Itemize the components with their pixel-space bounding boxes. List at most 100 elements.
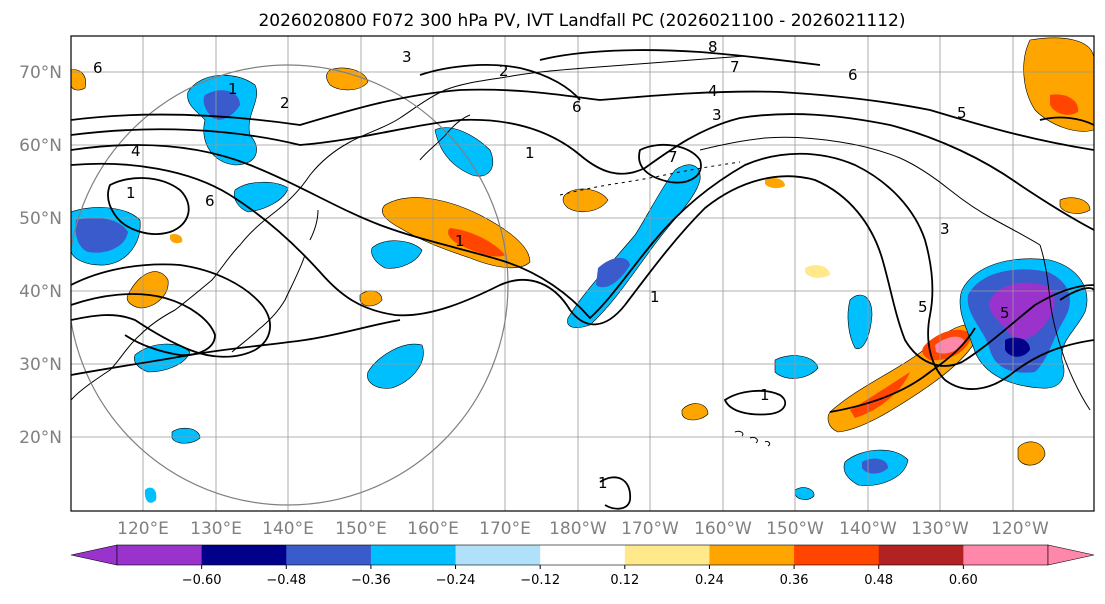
japan-coast bbox=[231, 209, 319, 353]
contour-label: 5 bbox=[957, 104, 967, 122]
pv-contour bbox=[71, 144, 1094, 390]
colorbar-bin bbox=[963, 545, 1049, 565]
lon-label: 140°E bbox=[262, 519, 314, 539]
pv-contour bbox=[71, 319, 401, 376]
lon-label: 160°E bbox=[407, 519, 459, 539]
pv-contour bbox=[71, 293, 216, 356]
contour-label: 1 bbox=[455, 232, 465, 250]
lon-label: 120°E bbox=[117, 519, 169, 539]
colorbar-bin bbox=[540, 545, 626, 565]
negative-anomaly bbox=[794, 487, 815, 500]
negative-anomaly bbox=[133, 343, 191, 373]
pv-contour bbox=[107, 177, 190, 235]
lat-label: 60°N bbox=[19, 136, 62, 156]
colorbar-tick-label: −0.60 bbox=[182, 573, 222, 588]
pv-contour bbox=[829, 327, 976, 413]
pv-contour bbox=[71, 263, 271, 358]
pv-contour bbox=[723, 389, 787, 416]
positive-anomaly bbox=[935, 336, 965, 354]
hawaii-islands bbox=[734, 430, 771, 447]
contour-label: 4 bbox=[708, 82, 718, 100]
colorbar-bin bbox=[624, 545, 710, 565]
positive-anomaly bbox=[1059, 197, 1091, 214]
colorbar-bin bbox=[878, 545, 964, 565]
landfall-circle bbox=[71, 64, 509, 506]
negative-anomaly bbox=[367, 343, 424, 389]
kamchatka-coast bbox=[419, 114, 471, 161]
contour-label: 8 bbox=[708, 38, 718, 56]
negative-anomaly bbox=[596, 257, 630, 288]
colorbar-bin bbox=[201, 545, 287, 565]
colorbar-tick-label: −0.12 bbox=[520, 573, 560, 588]
negative-anomaly bbox=[989, 282, 1055, 340]
positive-anomaly bbox=[805, 265, 830, 278]
pv-contour bbox=[638, 143, 702, 184]
colorbar-bin bbox=[455, 545, 541, 565]
pv-contour bbox=[419, 64, 581, 101]
colorbar-tick-label: −0.24 bbox=[436, 573, 476, 588]
coastlines bbox=[71, 55, 1091, 447]
contour-label: 6 bbox=[205, 192, 215, 210]
contour-label: 4 bbox=[131, 142, 141, 160]
map-frame bbox=[70, 35, 1095, 512]
contour-label: 1 bbox=[126, 184, 136, 202]
contour-label: 2 bbox=[280, 94, 290, 112]
colorbar-bin bbox=[794, 545, 880, 565]
negative-anomaly bbox=[233, 181, 289, 213]
colorbar-bin bbox=[117, 545, 203, 565]
lon-label: 170°E bbox=[479, 519, 531, 539]
contour-label: 6 bbox=[848, 66, 858, 84]
negative-anomaly bbox=[171, 427, 201, 444]
contour-label: 3 bbox=[712, 106, 722, 124]
contour-label: 1 bbox=[760, 386, 770, 404]
plot-title: 2026020800 F072 300 hPa PV, IVT Landfall… bbox=[258, 11, 905, 31]
negative-anomaly bbox=[862, 458, 888, 474]
contour-label: 7 bbox=[668, 148, 678, 166]
contour-label: 1 bbox=[598, 474, 608, 492]
contour-label: 5 bbox=[1000, 304, 1010, 322]
negative-anomaly bbox=[774, 355, 819, 379]
contour-label: 7 bbox=[730, 58, 740, 76]
shaded-anomalies bbox=[71, 37, 1094, 503]
pv-contour bbox=[539, 49, 821, 66]
colorbar-bin bbox=[286, 545, 372, 565]
lat-label: 50°N bbox=[19, 209, 62, 229]
pv-contour bbox=[1059, 287, 1094, 301]
contour-label: 1 bbox=[228, 80, 238, 98]
lon-label: 140°W bbox=[839, 519, 897, 539]
colorbar-tick-label: 0.36 bbox=[780, 573, 809, 588]
gridlines bbox=[71, 36, 1094, 511]
colorbar-extend-low bbox=[70, 544, 118, 566]
pv-contour bbox=[599, 476, 631, 510]
colorbar-tick-label: 0.12 bbox=[610, 573, 639, 588]
positive-anomaly bbox=[448, 228, 505, 257]
positive-anomaly bbox=[326, 67, 369, 91]
colorbar-tick-label: −0.48 bbox=[266, 573, 306, 588]
contour-label: 3 bbox=[402, 48, 412, 66]
contour-label: 2 bbox=[499, 62, 509, 80]
contour-labels: 6 3 2 8 7 4 5 6 1 2 4 1 6 1 6 1 7 3 1 3 … bbox=[93, 38, 1010, 492]
contour-label: 1 bbox=[650, 288, 660, 306]
contour-label: 1 bbox=[525, 144, 535, 162]
colorbar-bin bbox=[370, 545, 457, 565]
colorbar-extend-high bbox=[1047, 544, 1095, 566]
contour-label: 5 bbox=[918, 298, 928, 316]
colorbar: −0.60 −0.48 −0.36 −0.24 −0.12 0.12 0.24 0.36 0.4… bbox=[70, 544, 1095, 588]
negative-anomaly bbox=[371, 240, 423, 269]
colorbar-tick-label: −0.36 bbox=[351, 573, 391, 588]
positive-anomaly bbox=[1050, 94, 1079, 115]
colorbar-tick-label: 0.48 bbox=[864, 573, 893, 588]
positive-anomaly bbox=[170, 233, 183, 244]
lon-label: 160°W bbox=[694, 519, 752, 539]
lat-label: 20°N bbox=[19, 428, 62, 448]
alaska-coast bbox=[699, 136, 1041, 246]
negative-anomaly bbox=[434, 127, 494, 177]
pv-contours bbox=[71, 49, 1094, 510]
pv-contour bbox=[1039, 116, 1094, 126]
lat-labels: 70°N 60°N 50°N 40°N 30°N 20°N bbox=[19, 63, 62, 448]
negative-anomaly bbox=[1005, 337, 1030, 357]
lat-label: 30°N bbox=[19, 355, 62, 375]
colorbar-bin bbox=[709, 545, 795, 565]
positive-anomaly bbox=[850, 372, 910, 418]
contour-label: 3 bbox=[940, 220, 950, 238]
